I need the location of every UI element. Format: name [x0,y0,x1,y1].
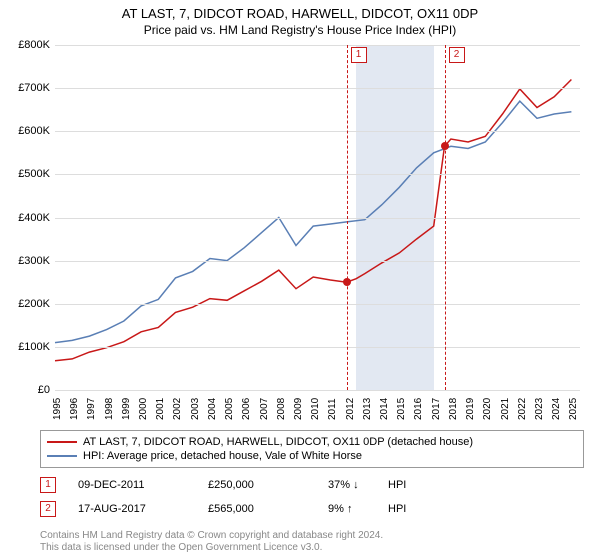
marker-box: 2 [449,47,465,63]
transaction-marker: 1 [40,477,56,493]
chart-title: AT LAST, 7, DIDCOT ROAD, HARWELL, DIDCOT… [0,0,600,21]
footer-line-2: This data is licensed under the Open Gov… [40,542,383,554]
x-axis-label: 2005 [224,398,235,420]
arrow-icon: ↓ [353,479,359,491]
legend-label-hpi: HPI: Average price, detached house, Vale… [83,450,362,462]
x-axis-label: 1998 [104,398,115,420]
line-hpi [55,101,571,343]
arrow-icon: ↑ [347,503,353,515]
x-axis-label: 2019 [465,398,476,420]
x-axis-label: 2000 [138,398,149,420]
x-axis-label: 2004 [207,398,218,420]
x-axis-label: 2003 [190,398,201,420]
marker-box: 1 [351,47,367,63]
y-axis-label: £400K [18,212,50,224]
x-axis-label: 2006 [241,398,252,420]
legend-swatch-property [47,441,77,443]
x-axis-label: 2017 [431,398,442,420]
transaction-marker: 2 [40,501,56,517]
x-axis-label: 2011 [327,398,338,420]
marker-dot [441,142,449,150]
y-gridline [55,390,580,391]
legend-label-property: AT LAST, 7, DIDCOT ROAD, HARWELL, DIDCOT… [83,436,473,448]
x-axis-label: 1996 [69,398,80,420]
x-axis-label: 1997 [86,398,97,420]
footer-line-1: Contains HM Land Registry data © Crown c… [40,530,383,542]
legend-swatch-hpi [47,455,77,457]
transaction-row: 1 09-DEC-2011£250,00037% ↓HPI [40,473,406,497]
legend-item-hpi: HPI: Average price, detached house, Vale… [47,449,577,463]
x-axis-label: 2020 [482,398,493,420]
x-axis-label: 2007 [259,398,270,420]
y-axis-label: £800K [18,39,50,51]
transaction-price: £565,000 [208,503,328,515]
x-axis-label: 2013 [362,398,373,420]
y-gridline [55,45,580,46]
transaction-vs: HPI [388,479,406,491]
transaction-vs: HPI [388,503,406,515]
x-axis-label: 2024 [551,398,562,420]
x-axis-label: 2001 [155,398,166,420]
x-axis-label: 2016 [413,398,424,420]
chart-subtitle: Price paid vs. HM Land Registry's House … [0,21,600,37]
y-gridline [55,88,580,89]
x-axis-label: 2008 [276,398,287,420]
y-axis-label: £300K [18,255,50,267]
x-axis-label: 2022 [517,398,528,420]
y-axis-label: £500K [18,168,50,180]
transaction-pct: 37% ↓ [328,479,388,491]
x-axis-label: 2014 [379,398,390,420]
chart-container: AT LAST, 7, DIDCOT ROAD, HARWELL, DIDCOT… [0,0,600,560]
y-axis-label: £700K [18,82,50,94]
marker-line [347,45,348,390]
y-axis-label: £0 [38,384,50,396]
x-axis-label: 2012 [345,398,356,420]
y-axis-label: £100K [18,341,50,353]
transaction-row: 2 17-AUG-2017£565,0009% ↑HPI [40,497,406,521]
x-axis-label: 2009 [293,398,304,420]
y-axis-label: £600K [18,125,50,137]
x-axis-label: 2025 [568,398,579,420]
line-property [55,80,571,361]
y-gridline [55,261,580,262]
x-axis-label: 2002 [172,398,183,420]
y-gridline [55,347,580,348]
x-axis-label: 1999 [121,398,132,420]
transaction-date: 09-DEC-2011 [78,479,208,491]
y-gridline [55,218,580,219]
marker-line [445,45,446,390]
legend-item-property: AT LAST, 7, DIDCOT ROAD, HARWELL, DIDCOT… [47,435,577,449]
x-axis-label: 2018 [448,398,459,420]
transaction-price: £250,000 [208,479,328,491]
x-axis-label: 2023 [534,398,545,420]
transactions-list: 1 09-DEC-2011£250,00037% ↓HPI 2 17-AUG-2017… [40,473,406,521]
x-axis-label: 2015 [396,398,407,420]
y-gridline [55,174,580,175]
x-axis-label: 2010 [310,398,321,420]
marker-dot [343,278,351,286]
chart-plot-area: £0£100K£200K£300K£400K£500K£600K£700K£80… [55,45,580,391]
x-axis-label: 2021 [500,398,511,420]
x-axis-label: 1995 [52,398,63,420]
y-axis-label: £200K [18,298,50,310]
legend: AT LAST, 7, DIDCOT ROAD, HARWELL, DIDCOT… [40,430,584,468]
transaction-date: 17-AUG-2017 [78,503,208,515]
transaction-pct: 9% ↑ [328,503,388,515]
y-gridline [55,131,580,132]
y-gridline [55,304,580,305]
attribution-footer: Contains HM Land Registry data © Crown c… [40,530,383,554]
